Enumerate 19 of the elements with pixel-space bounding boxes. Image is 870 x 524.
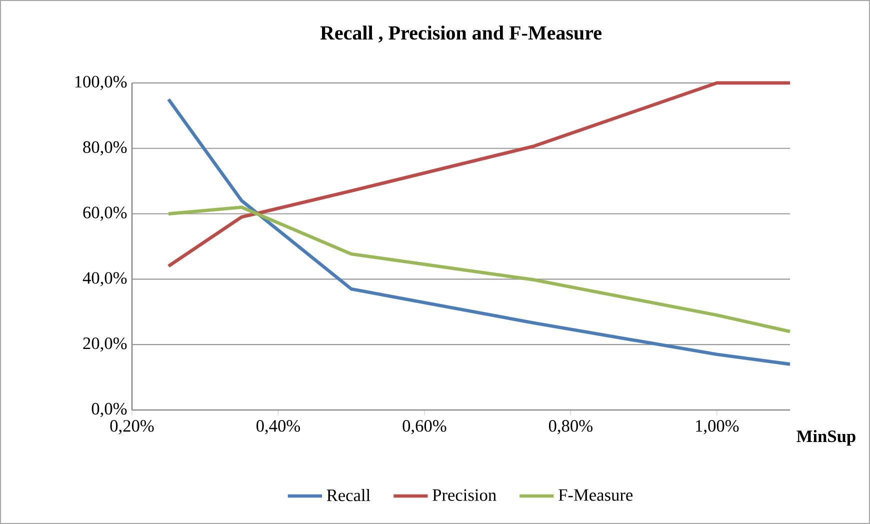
y-tick-label: 80,0% (83, 141, 127, 156)
x-tick-label: 1,00% (696, 420, 739, 434)
line-series (166, 81, 792, 268)
line-series (166, 98, 792, 366)
line-series (166, 206, 792, 334)
legend-label: Recall (326, 489, 370, 502)
x-tick-label: 0,20% (110, 420, 154, 434)
y-tick-label: 40,0% (82, 272, 127, 286)
x-tick-label: 0,60% (402, 420, 446, 434)
x-tick-label: 0,40% (256, 420, 300, 434)
y-tick-label: 0,0% (92, 402, 127, 418)
legend-label: F-Measure (558, 489, 633, 501)
legend-label: Precision (432, 489, 496, 501)
y-tick-label: 60,0% (83, 206, 127, 221)
x-axis-title: MinSup (796, 430, 856, 446)
chart-title: Recall , Precision and F-Measure (320, 26, 602, 43)
y-tick-label: 20,0% (83, 338, 127, 352)
x-tick-label: 0,80% (548, 420, 592, 434)
y-tick-label: 100,0% (75, 76, 127, 90)
